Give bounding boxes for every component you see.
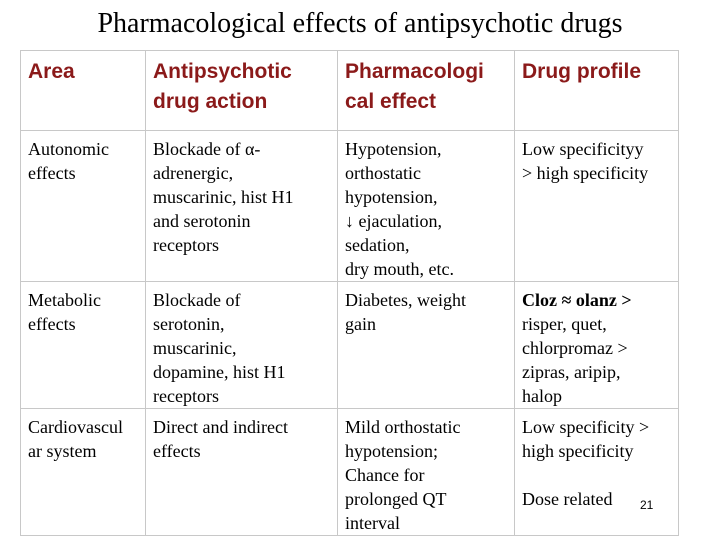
- header-cell: Drug profile: [514, 50, 679, 131]
- header-line: Pharmacologi: [345, 60, 484, 83]
- cell-line: orthostatic: [345, 163, 421, 183]
- cell-line: Chance for: [345, 465, 425, 485]
- header-row: Area Antipsychotic drug action Pharmacologi…: [20, 50, 679, 131]
- cell-paragraph: Dose related: [522, 487, 672, 511]
- cell-paragraph: Direct and indirect effects: [153, 415, 331, 463]
- cell-line: > high specificity: [522, 163, 649, 183]
- cell-line: dry mouth, etc.: [345, 259, 454, 279]
- table-cell: Low specificityy > high specificity: [514, 130, 679, 282]
- cell-line: Mild orthostatic: [345, 417, 461, 437]
- cell-line: Blockade of α-: [153, 139, 261, 159]
- table-cell: Direct and indirect effects: [145, 408, 338, 536]
- cell-line: Metabolic: [28, 290, 101, 310]
- cell-paragraph: Autonomic effects: [28, 137, 139, 185]
- cell-line: ↓ ejaculation,: [345, 211, 442, 231]
- cell-line: serotonin,: [153, 314, 225, 334]
- cell-line: dopamine, hist H1: [153, 362, 286, 382]
- header-line: Antipsychotic: [153, 60, 292, 83]
- table-cell: Low specificity > high specificity Dose re…: [514, 408, 679, 536]
- table: Area Antipsychotic drug action Pharmacologi…: [20, 50, 679, 536]
- header-cell: Antipsychotic drug action: [145, 50, 338, 131]
- cell-line: interval: [345, 513, 400, 533]
- header-cell: Pharmacologi cal effect: [337, 50, 515, 131]
- cell-paragraph: Blockade of serotonin, muscarinic, dopamine…: [153, 288, 331, 408]
- cell-line: Low specificityy: [522, 139, 644, 159]
- page-number: 21: [640, 498, 654, 512]
- table-cell: Blockade of serotonin, muscarinic, dopamine…: [145, 281, 338, 409]
- slide-title: Pharmacological effects of antipsychotic…: [97, 8, 623, 39]
- cell-paragraph: Low specificityy > high specificity: [522, 137, 672, 185]
- table-cell: Metabolic effects: [20, 281, 146, 409]
- cell-line: hypotension;: [345, 441, 438, 461]
- cell-line: Diabetes, weight: [345, 290, 466, 310]
- cell-line: prolonged QT: [345, 489, 447, 509]
- cell-paragraph: Metabolic effects: [28, 288, 139, 336]
- cell-line: effects: [28, 163, 76, 183]
- cell-line: Low specificity >: [522, 417, 650, 437]
- cell-paragraph: Diabetes, weight gain: [345, 288, 508, 336]
- table-cell: Blockade of α-adrenergic, muscarinic, his…: [145, 130, 338, 282]
- cell-line: risper, quet,: [522, 314, 607, 334]
- table-body: Autonomic effects Blockade of α-adrenergic…: [20, 130, 679, 536]
- cell-line: gain: [345, 314, 376, 334]
- table-cell: Diabetes, weight gain: [337, 281, 515, 409]
- header-line: Area: [28, 60, 75, 83]
- cell-line: receptors: [153, 386, 219, 406]
- cell-line: Blockade of: [153, 290, 241, 310]
- table-row: Autonomic effects Blockade of α-adrenergic…: [20, 130, 679, 282]
- cell-line: receptors: [153, 235, 219, 255]
- header-line: drug action: [153, 90, 268, 113]
- cell-line: Cardiovascul: [28, 417, 123, 437]
- cell-line: high specificity: [522, 441, 634, 461]
- cell-paragraph: Cardiovascul ar system: [28, 415, 139, 463]
- header-line: Drug profile: [522, 60, 641, 83]
- cell-line: Cloz ≈ olanz >: [522, 290, 632, 310]
- cell-paragraph: risper, quet, chlorpromaz > zipras, aripip…: [522, 312, 672, 408]
- table-cell: Autonomic effects: [20, 130, 146, 282]
- cell-line: Hypotension,: [345, 139, 442, 159]
- cell-paragraph: Hypotension, orthostatic hypotension, ↓ eja…: [345, 137, 508, 281]
- cell-line: sedation,: [345, 235, 410, 255]
- cell-line: and serotonin: [153, 211, 251, 231]
- cell-paragraph: Blockade of α-adrenergic, muscarinic, his…: [153, 137, 331, 257]
- cell-line: Autonomic: [28, 139, 109, 159]
- cell-line: Direct and indirect: [153, 417, 288, 437]
- table-cell: Cloz ≈ olanz > risper, quet, chlorpromaz >…: [514, 281, 679, 409]
- table-cell: Cardiovascul ar system: [20, 408, 146, 536]
- cell-line: effects: [28, 314, 76, 334]
- cell-line: Dose related: [522, 489, 613, 509]
- cell-line: ar system: [28, 441, 97, 461]
- cell-paragraph: Mild orthostatic hypotension; Chance for pr…: [345, 415, 508, 535]
- cell-line: adrenergic,: [153, 163, 234, 183]
- cell-paragraph: Cloz ≈ olanz >: [522, 288, 672, 312]
- header-cell: Area: [20, 50, 146, 131]
- cell-line: halop: [522, 386, 562, 406]
- header-line: cal effect: [345, 90, 437, 113]
- cell-line: zipras, aripip,: [522, 362, 621, 382]
- table-row: Metabolic effects Blockade of serotonin, mus…: [20, 281, 679, 409]
- cell-line: muscarinic,: [153, 338, 237, 358]
- table-cell: Hypotension, orthostatic hypotension, ↓ eja…: [337, 130, 515, 282]
- cell-line: hypotension,: [345, 187, 438, 207]
- cell-paragraph: Low specificity > high specificity: [522, 415, 672, 463]
- cell-line: muscarinic, hist H1: [153, 187, 294, 207]
- table-row: Cardiovascul ar system Direct and indirect…: [20, 408, 679, 536]
- table-cell: Mild orthostatic hypotension; Chance for pr…: [337, 408, 515, 536]
- cell-line: chlorpromaz >: [522, 338, 628, 358]
- cell-line: effects: [153, 441, 201, 461]
